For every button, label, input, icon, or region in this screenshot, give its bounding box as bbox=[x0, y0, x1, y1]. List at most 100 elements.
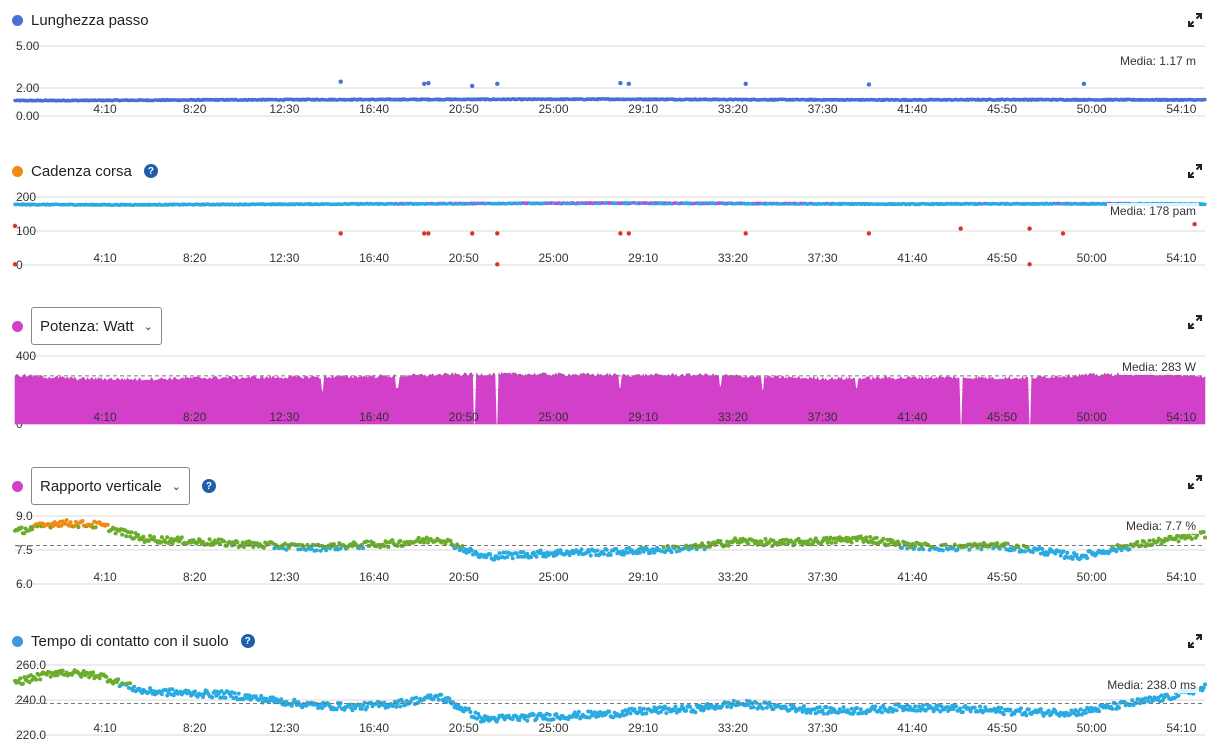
data-point bbox=[456, 703, 461, 708]
data-point bbox=[467, 706, 471, 711]
data-point bbox=[361, 546, 366, 551]
expand-icon[interactable] bbox=[1187, 474, 1203, 490]
data-point bbox=[637, 706, 642, 711]
expand-icon[interactable] bbox=[1187, 12, 1203, 28]
data-point bbox=[1078, 707, 1083, 712]
help-icon[interactable]: ? bbox=[143, 164, 158, 178]
outlier-point bbox=[12, 262, 18, 267]
data-point bbox=[972, 705, 977, 710]
data-point bbox=[943, 542, 948, 547]
x-tick-label: 37:30 bbox=[808, 721, 838, 735]
data-point bbox=[1030, 550, 1035, 555]
average-label: Media: 7.7 % bbox=[1122, 518, 1199, 535]
outlier-point bbox=[618, 80, 623, 86]
data-point bbox=[80, 519, 85, 523]
data-point bbox=[1146, 699, 1151, 704]
x-tick-label: 41:40 bbox=[897, 570, 927, 584]
data-point bbox=[521, 550, 526, 555]
data-point bbox=[1016, 545, 1021, 550]
x-tick-label: 37:30 bbox=[808, 410, 838, 424]
data-point bbox=[502, 717, 507, 722]
expand-icon[interactable] bbox=[1187, 163, 1203, 179]
metric-dropdown[interactable]: Rapporto verticale ⌄ bbox=[31, 467, 190, 505]
help-icon[interactable]: ? bbox=[201, 479, 216, 493]
data-point bbox=[886, 542, 891, 547]
data-point bbox=[1147, 538, 1152, 543]
data-point bbox=[141, 534, 146, 539]
data-point bbox=[579, 547, 584, 552]
panel-title: Cadenza corsa bbox=[31, 162, 132, 180]
panel-header: Rapporto verticale ⌄? bbox=[12, 466, 216, 506]
data-point bbox=[790, 539, 794, 544]
expand-icon[interactable] bbox=[1187, 633, 1203, 649]
data-point bbox=[808, 710, 813, 715]
metric-dropdown[interactable]: Potenza: Watt ⌄ bbox=[31, 307, 162, 345]
data-point bbox=[128, 534, 133, 539]
data-point bbox=[320, 706, 325, 711]
data-point bbox=[259, 693, 264, 698]
data-point bbox=[1058, 553, 1063, 558]
data-point bbox=[468, 710, 473, 714]
x-tick-label: 45:50 bbox=[987, 721, 1017, 735]
x-tick-label: 20:50 bbox=[449, 570, 479, 584]
data-point bbox=[314, 548, 319, 553]
help-icon[interactable]: ? bbox=[240, 634, 255, 648]
power-area bbox=[14, 371, 1206, 425]
x-tick-label: 54:10 bbox=[1166, 102, 1196, 116]
data-point bbox=[132, 684, 137, 689]
data-point bbox=[64, 518, 69, 523]
data-point bbox=[604, 547, 609, 552]
data-point bbox=[978, 704, 982, 709]
data-point bbox=[1201, 530, 1206, 534]
data-point bbox=[899, 545, 904, 550]
data-point bbox=[202, 691, 207, 696]
data-point bbox=[1062, 713, 1067, 718]
data-point bbox=[995, 541, 1000, 546]
data-point bbox=[624, 712, 629, 717]
x-tick-label: 45:50 bbox=[987, 410, 1017, 424]
data-point bbox=[439, 692, 444, 697]
outlier-point bbox=[495, 231, 500, 236]
x-tick-label: 8:20 bbox=[183, 102, 207, 116]
x-tick-label: 8:20 bbox=[183, 721, 207, 735]
data-point bbox=[257, 697, 262, 701]
y-tick-label: 220.0 bbox=[16, 728, 46, 742]
data-point bbox=[874, 535, 879, 540]
data-point bbox=[510, 556, 515, 561]
data-point bbox=[469, 548, 474, 553]
panel-power: Potenza: Watt⌄ 40020004:108:2012:3016:402… bbox=[0, 306, 1225, 431]
outlier-point bbox=[338, 231, 343, 236]
data-point bbox=[496, 716, 501, 721]
data-point bbox=[854, 706, 859, 710]
data-point bbox=[554, 712, 559, 717]
data-point bbox=[940, 548, 945, 553]
outlier-point bbox=[1027, 262, 1032, 267]
x-tick-label: 33:20 bbox=[718, 570, 748, 584]
data-point bbox=[279, 697, 284, 702]
data-point bbox=[628, 711, 633, 716]
x-tick-label: 37:30 bbox=[808, 102, 838, 116]
data-point bbox=[951, 707, 956, 711]
data-point bbox=[87, 675, 92, 680]
data-point bbox=[232, 691, 237, 696]
panel-header: Potenza: Watt ⌄ bbox=[12, 306, 162, 346]
data-point bbox=[386, 545, 391, 549]
data-point bbox=[414, 695, 419, 700]
data-point bbox=[1053, 551, 1058, 556]
data-point bbox=[1110, 544, 1115, 549]
data-point bbox=[34, 677, 39, 682]
data-point bbox=[261, 545, 266, 550]
data-point bbox=[979, 547, 984, 552]
data-point bbox=[525, 718, 530, 723]
data-point bbox=[706, 706, 711, 711]
data-point bbox=[1203, 535, 1207, 540]
data-point bbox=[1008, 707, 1013, 712]
data-point bbox=[659, 709, 663, 714]
data-point bbox=[999, 706, 1004, 710]
chart-power: 40020004:108:2012:3016:4020:5025:0029:10… bbox=[14, 349, 1206, 431]
data-point bbox=[725, 704, 730, 709]
data-point bbox=[1142, 539, 1147, 544]
x-tick-label: 25:00 bbox=[538, 570, 568, 584]
expand-icon[interactable] bbox=[1187, 314, 1203, 330]
data-point bbox=[91, 670, 96, 675]
